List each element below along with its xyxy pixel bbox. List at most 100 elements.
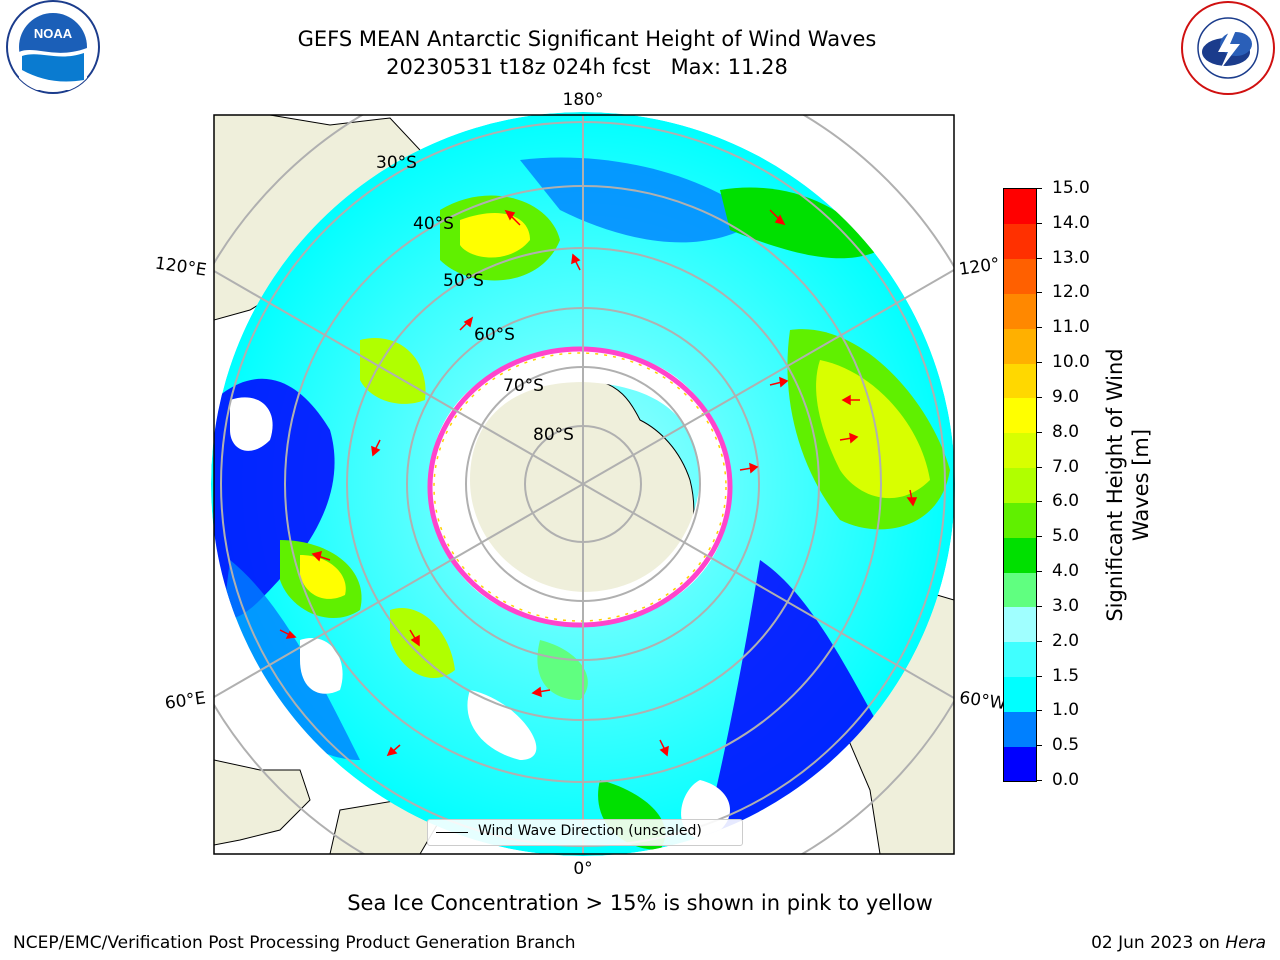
machine-name: Hera	[1225, 933, 1266, 953]
lon-label-60w: 60°W	[958, 688, 1007, 714]
colorbar-tick-label: 0.0	[1052, 770, 1080, 790]
colorbar-tick-mark	[1036, 292, 1042, 294]
colorbar	[1003, 188, 1037, 782]
lat-label-70s: 70°S	[503, 376, 544, 396]
wave-arrow	[459, 316, 474, 331]
colorbar-tick-label: 1.0	[1052, 700, 1080, 721]
colorbar-tick-label: 9.0	[1052, 386, 1080, 407]
colorbar-tick-mark	[1036, 431, 1042, 433]
colorbar-tick-label: 5.0	[1052, 526, 1080, 547]
wave-arrow	[769, 376, 789, 388]
colorbar-segment	[1004, 223, 1036, 260]
wave-arrow	[841, 394, 860, 406]
colorbar-segment	[1004, 572, 1036, 608]
colorbar-tick-mark	[1036, 327, 1042, 329]
wave-arrow	[504, 209, 521, 226]
colorbar-tick-mark	[1036, 188, 1042, 189]
colorbar-tick-mark	[1036, 780, 1042, 781]
colorbar-tick-label: 13.0	[1052, 247, 1090, 268]
colorbar-segment	[1004, 363, 1036, 399]
page-subtitle: 20230531 t18z 024h fcst Max: 11.28	[386, 55, 788, 79]
colorbar-segment	[1004, 711, 1036, 747]
colorbar-tick-mark	[1036, 710, 1042, 712]
colorbar-tick-label: 11.0	[1052, 317, 1090, 338]
nws-logo	[1181, 1, 1275, 95]
colorbar-tick-mark	[1036, 675, 1042, 677]
wave-arrow	[371, 439, 381, 457]
colorbar-segment	[1004, 537, 1036, 573]
credit-line: NCEP/EMC/Verification Post Processing Pr…	[13, 933, 576, 953]
colorbar-tick-label: 15.0	[1052, 178, 1090, 198]
colorbar-tick-mark	[1036, 605, 1042, 607]
wave-arrow	[531, 686, 551, 698]
colorbar-segment	[1004, 502, 1036, 538]
colorbar-segment	[1004, 467, 1036, 503]
colorbar-tick-label: 8.0	[1052, 421, 1080, 442]
colorbar-segment	[1004, 293, 1036, 329]
wave-arrow	[571, 253, 581, 271]
lat-label-80s: 80°S	[533, 425, 574, 445]
wave-arrow	[906, 489, 918, 507]
longitude-grid	[214, 115, 954, 854]
colorbar-segment	[1004, 397, 1036, 434]
lon-label-180: 180°	[563, 90, 604, 110]
colorbar-tick-mark	[1036, 745, 1042, 747]
colorbar-tick-label: 6.0	[1052, 491, 1080, 512]
colorbar-tick-label: 7.0	[1052, 456, 1080, 477]
lat-label-40s: 40°S	[413, 214, 454, 234]
legend-label: Wind Wave Direction (unscaled)	[478, 823, 702, 839]
colorbar-tick-mark	[1036, 571, 1042, 573]
wave-arrow	[659, 739, 669, 757]
lon-label-120e: 120°E	[154, 254, 208, 281]
colorbar-tick-label: 10.0	[1052, 352, 1090, 373]
colorbar-tick-mark	[1036, 536, 1042, 538]
colorbar-tick-mark	[1036, 362, 1042, 364]
lat-label-60s: 60°S	[474, 325, 515, 345]
colorbar-tick-label: 2.0	[1052, 630, 1080, 651]
lat-label-50s: 50°S	[443, 271, 484, 291]
wave-arrow	[386, 744, 401, 757]
colorbar-tick-label: 14.0	[1052, 212, 1090, 233]
lat-label-30s: 30°S	[376, 153, 417, 173]
colorbar-segment	[1004, 432, 1036, 469]
noaa-wordmark: NOAA	[34, 26, 73, 41]
wave-arrow	[279, 629, 297, 639]
colorbar-segment	[1004, 676, 1036, 712]
noaa-logo: NOAA	[6, 0, 100, 94]
map-legend: Wind Wave Direction (unscaled)	[427, 819, 743, 846]
colorbar-tick-mark	[1036, 222, 1042, 224]
sea-ice-note: Sea Ice Concentration > 15% is shown in …	[347, 891, 933, 915]
colorbar-tick-mark	[1036, 501, 1042, 503]
colorbar-segment	[1004, 258, 1036, 294]
colorbar-tick-label: 0.5	[1052, 735, 1080, 756]
colorbar-segment	[1004, 746, 1036, 782]
page-title: GEFS MEAN Antarctic Significant Height o…	[297, 27, 877, 51]
wave-arrow	[839, 432, 859, 444]
wave-arrow	[739, 462, 759, 474]
colorbar-segment	[1004, 606, 1036, 643]
colorbar-tick-label: 3.0	[1052, 595, 1080, 616]
issue-date: 02 Jun 2023 on Hera	[1091, 933, 1266, 953]
colorbar-tick-mark	[1036, 466, 1042, 468]
colorbar-segment	[1004, 328, 1036, 364]
colorbar-tick-label: 1.5	[1052, 665, 1080, 686]
legend-line-swatch	[436, 832, 468, 833]
colorbar-tick-label: 4.0	[1052, 561, 1080, 582]
lon-label-60e: 60°E	[164, 688, 207, 713]
wave-arrow	[769, 209, 786, 226]
colorbar-label: Significant Height of Wind Waves [m]	[1103, 348, 1153, 622]
lon-label-120w: 120°	[958, 254, 1001, 280]
colorbar-segment	[1004, 189, 1036, 225]
colorbar-tick-mark	[1036, 640, 1042, 642]
lon-label-0: 0°	[573, 859, 592, 879]
colorbar-tick-label: 12.0	[1052, 282, 1090, 303]
colorbar-tick-mark	[1036, 257, 1042, 259]
colorbar-segment	[1004, 641, 1036, 678]
date-text: 02 Jun 2023 on	[1091, 933, 1220, 953]
wave-arrow	[409, 629, 420, 647]
wave-arrow	[311, 550, 331, 562]
map-frame	[211, 112, 955, 856]
colorbar-tick-mark	[1036, 396, 1042, 398]
wind-wave-arrows	[279, 209, 918, 757]
